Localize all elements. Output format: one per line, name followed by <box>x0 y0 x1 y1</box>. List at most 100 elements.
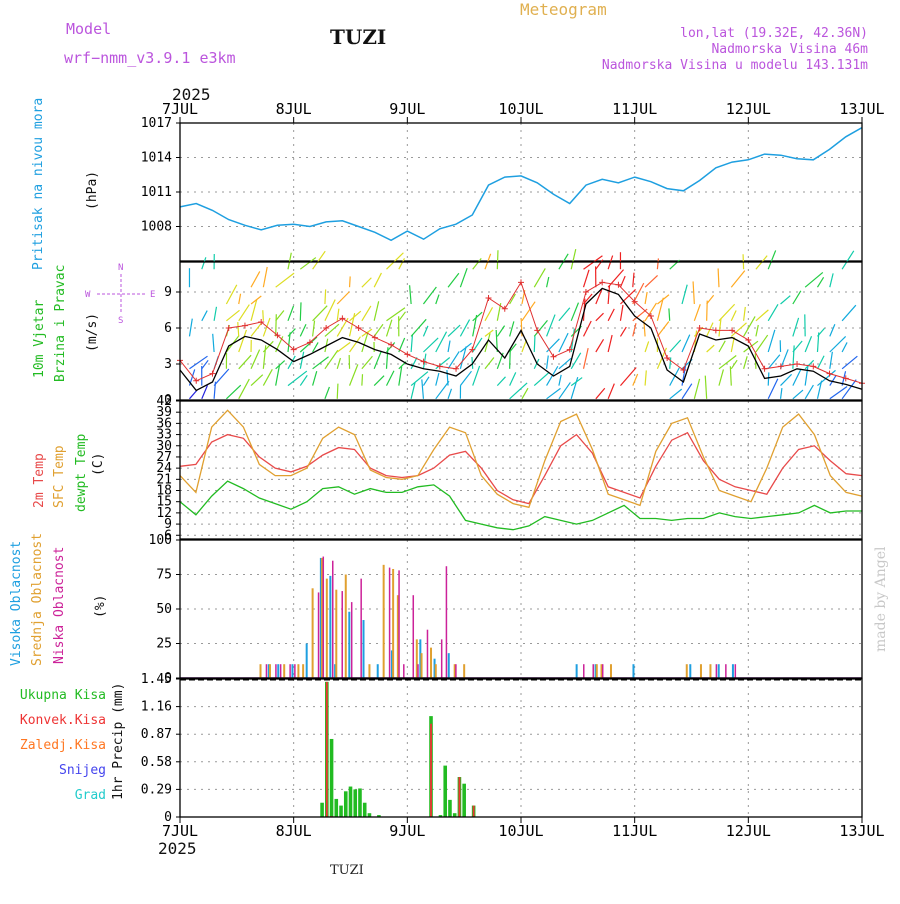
low-cloud-bar <box>289 664 291 678</box>
wind-arrow <box>374 273 381 287</box>
wind-arrow <box>547 339 560 352</box>
wind-arrow <box>374 376 384 386</box>
wind-arrow <box>547 356 549 369</box>
wind-arrow <box>571 377 578 399</box>
chart-layers: 1008101110141017036969121518212427303336… <box>141 100 885 840</box>
wind-arrow <box>670 357 671 368</box>
compass-south: S <box>118 316 123 326</box>
wind-arrow <box>608 335 612 352</box>
wind-arrow <box>313 371 317 385</box>
mid-cloud-bar <box>312 588 314 678</box>
wind-arrow <box>423 377 429 386</box>
wind-arrow <box>436 332 447 352</box>
wind-arrow <box>374 351 381 369</box>
wind-arrow <box>226 285 236 304</box>
wind-arrow <box>325 350 338 369</box>
low-cloud-bar <box>275 664 277 678</box>
wind-arrow <box>263 318 270 336</box>
wind-arrow <box>718 268 719 287</box>
model-elevation-label: Nadmorska Visina u modelu 143.131m <box>602 58 868 73</box>
wind-arrow <box>362 306 371 321</box>
wind-arrow <box>534 336 535 352</box>
wind-gust-marker <box>583 289 589 295</box>
low-cloud-bar <box>398 570 400 678</box>
total-rain-bar <box>448 800 452 817</box>
wind-subtitle: Brzina i Pravac <box>53 265 68 382</box>
wind-arrow <box>817 328 824 336</box>
wind-unit: (m/s) <box>85 313 100 352</box>
precip-unit: 1hr Precip (mm) <box>111 683 126 800</box>
wind-gust-marker <box>550 354 556 360</box>
mid-cloud-bar <box>383 565 385 678</box>
high-cloud-bar <box>718 664 720 678</box>
wind-arrow <box>584 321 592 336</box>
product-title: Meteogram <box>520 0 607 19</box>
wind-arrow <box>608 286 609 304</box>
wind-arrow <box>707 295 714 304</box>
mid-cloud-bar <box>435 664 437 678</box>
wind-gust-marker <box>745 337 751 343</box>
wind-arrow <box>460 268 467 287</box>
wind-arrow <box>497 377 505 386</box>
wind-arrow <box>460 371 471 385</box>
high-cloud-bar <box>277 664 279 678</box>
mid-cloud-bar <box>326 579 328 678</box>
conv-rain-bar <box>473 806 475 817</box>
low-cloud-bar <box>735 664 737 678</box>
wind-gust-marker <box>502 306 508 312</box>
wind-arrow <box>263 369 272 385</box>
top-day-label: 11JUL <box>612 100 657 118</box>
mid-cloud-bar <box>421 653 423 678</box>
top-day-label: 13JUL <box>839 100 884 118</box>
wind-arrow <box>682 335 690 352</box>
wind-arrow <box>731 310 736 320</box>
wind-arrow <box>719 355 736 368</box>
wind-arrow <box>239 355 251 369</box>
wind-arrow <box>657 258 658 269</box>
bottom-day-label: 9JUL <box>389 822 425 840</box>
compass-east: E <box>150 290 155 300</box>
y-tick-label: 25 <box>156 637 172 652</box>
y-tick-label: 0.87 <box>141 727 172 742</box>
mid-cloud-bar <box>345 575 347 679</box>
high-cloud-bar <box>329 576 331 678</box>
low-cloud-bar <box>592 664 594 678</box>
dewpt-title: dewpt Temp <box>74 434 89 512</box>
low-cloud-bar <box>332 561 334 678</box>
wind-arrow <box>534 372 549 385</box>
wind-arrow <box>559 333 568 352</box>
wind-arrow <box>744 307 746 321</box>
panel-frame <box>180 679 862 817</box>
wind-arrow <box>559 382 570 398</box>
wind-arrow <box>534 268 545 287</box>
wind-arrow <box>559 375 561 386</box>
low-cloud-bar <box>318 592 320 678</box>
top-day-label: 8JUL <box>276 100 312 118</box>
wind-arrow <box>657 295 669 304</box>
high-cloud-bar <box>632 664 634 678</box>
wind-gust-marker <box>226 325 232 331</box>
wind-arrow <box>350 364 358 385</box>
conv-rain-bar <box>459 777 461 817</box>
wind-arrow <box>559 308 570 321</box>
wind-arrow <box>596 313 604 321</box>
high-cloud-bar <box>348 612 350 678</box>
wind-arrow <box>547 366 558 385</box>
wind-arrow <box>288 371 307 386</box>
y-tick-label: 75 <box>156 568 172 583</box>
wind-arrow <box>830 352 833 369</box>
wind-arrow <box>189 319 192 337</box>
y-tick-label: 1.16 <box>141 700 172 715</box>
wind-arrow <box>436 381 449 399</box>
wind-arrow <box>682 384 692 399</box>
wind-arrow <box>411 334 412 352</box>
wind-arrow <box>300 375 307 385</box>
precip-legend-total: Ukupna Kisa <box>20 688 106 703</box>
wind-arrow <box>645 292 647 304</box>
wind-arrow <box>756 335 768 352</box>
y-tick-label: 6 <box>164 321 172 336</box>
wind-arrow <box>731 271 745 288</box>
wind-arrow <box>730 366 731 385</box>
wind-arrow <box>756 325 758 336</box>
